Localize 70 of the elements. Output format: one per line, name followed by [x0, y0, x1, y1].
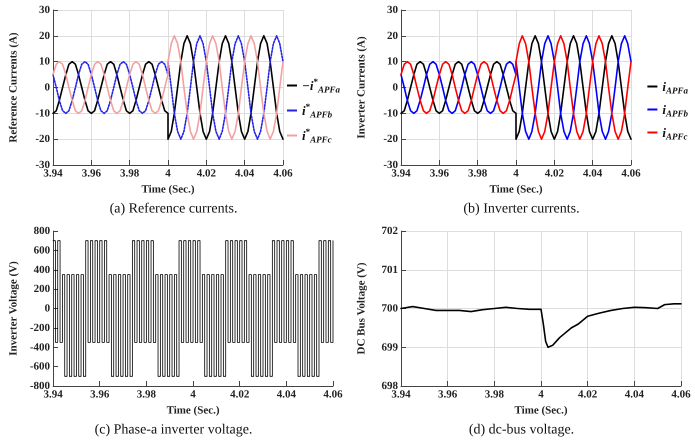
y-tick-label: 700 [382, 302, 398, 314]
y-tick-label: 400 [34, 264, 51, 276]
y-tick-label: 200 [34, 283, 51, 296]
x-tick-label: 4 [165, 168, 172, 180]
y-tick-label: 0 [44, 302, 51, 314]
y-tick-label: -400 [30, 341, 51, 354]
x-tick-label: 4.04 [583, 168, 603, 180]
x-axis-title: Time (Sec.) [514, 404, 568, 416]
y-tick-label: -10 [383, 107, 398, 120]
x-tick-label: 4.02 [196, 168, 216, 180]
x-tick-label: 4.02 [230, 388, 250, 400]
legend-label: i*APFc [302, 126, 332, 144]
x-axis-title: Time (Sec.) [490, 183, 543, 196]
y-tick-label: 0 [392, 82, 398, 94]
y-tick-label: 600 [34, 244, 51, 256]
x-tick-label: 4.06 [273, 168, 294, 180]
y-tick-label: -10 [35, 107, 50, 120]
x-tick-label: 4 [538, 388, 544, 400]
x-tick-label: 3.96 [82, 168, 102, 180]
line-series [400, 303, 682, 348]
text: (a) Reference currents. [110, 202, 238, 216]
y-tick-label: 699 [382, 341, 398, 354]
x-tick-label: 3.98 [484, 388, 504, 400]
text: (d) dc-bus voltage. [468, 422, 574, 438]
x-tick-label: 4.04 [624, 388, 644, 400]
y-tick-label: -200 [30, 322, 51, 334]
x-tick-label: 4.02 [578, 388, 598, 400]
x-tick-label: 4.06 [621, 168, 642, 180]
x-tick-label: 3.94 [391, 168, 412, 180]
y-tick-label: 0 [44, 82, 50, 94]
y-tick-label: 701 [382, 264, 398, 276]
x-axis-title: Time (Sec.) [166, 404, 220, 416]
x-tick-label: 3.94 [391, 388, 412, 400]
y-tick-label: -20 [35, 133, 50, 146]
x-tick-label: 3.96 [430, 168, 450, 180]
y-tick-label: 30 [39, 4, 50, 16]
legend-label: i*APFb [302, 102, 333, 120]
y-tick-label: -20 [383, 133, 398, 146]
x-tick-label: 3.98 [136, 388, 156, 400]
y-axis-title: Reference Currents (A) [8, 32, 20, 143]
line-series [52, 35, 284, 140]
text: (b) Inverter currents. [463, 202, 580, 216]
legend-label: −i*APFa [302, 76, 340, 94]
x-tick-label: 4 [190, 388, 196, 400]
x-tick-label: 3.94 [43, 388, 64, 400]
y-tick-label: 20 [39, 30, 50, 42]
y-axis-title: DC Bus Voltage (V) [356, 262, 368, 354]
x-tick-label: 3.96 [438, 388, 458, 400]
y-axis-title: Inverter Voltage (V) [8, 260, 20, 356]
y-tick-label: 702 [382, 225, 398, 237]
x-tick-label: 3.98 [120, 168, 140, 180]
x-tick-label: 4.04 [276, 388, 296, 400]
x-tick-label: 4.04 [235, 168, 255, 180]
line-series [400, 35, 632, 140]
x-tick-label: 4.06 [671, 388, 692, 400]
x-tick-label: 4.06 [323, 388, 344, 400]
x-tick-label: 4 [513, 168, 520, 180]
y-axis-title: Inverter Currents (A) [356, 36, 368, 139]
x-tick-label: 4.02 [544, 168, 564, 180]
y-tick-label: 30 [387, 4, 398, 16]
text: (c) Phase-a inverter voltage. [94, 422, 252, 438]
y-tick-label: 20 [387, 30, 398, 42]
y-tick-label: 800 [34, 225, 51, 237]
x-tick-label: 3.94 [43, 168, 64, 180]
y-tick-label: -600 [30, 360, 51, 373]
x-tick-label: 3.98 [468, 168, 488, 180]
x-tick-label: 3.96 [90, 388, 110, 400]
y-tick-label: 10 [39, 56, 50, 68]
x-axis-title: Time (Sec.) [142, 183, 195, 196]
y-tick-label: 10 [387, 56, 398, 68]
